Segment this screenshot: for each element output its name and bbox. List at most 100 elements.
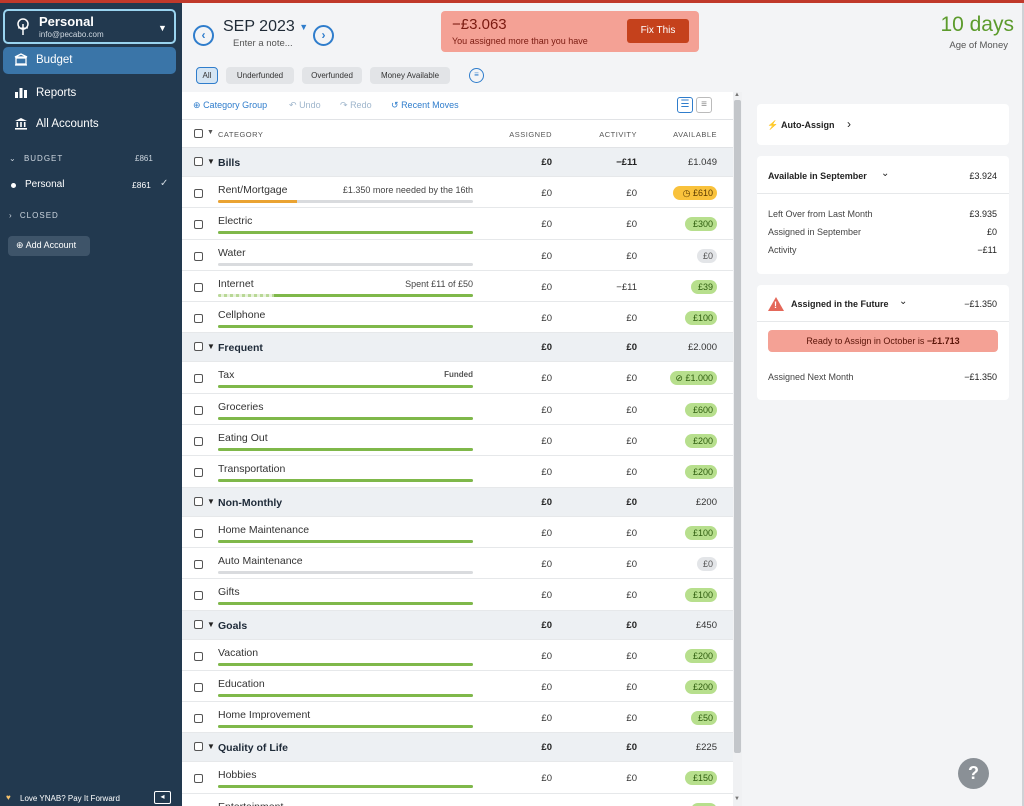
category-name[interactable]: Electric xyxy=(218,215,253,228)
undo-button[interactable]: ↶ Undo xyxy=(289,100,321,111)
assigned-amount[interactable]: £0 xyxy=(541,773,552,785)
available-badge[interactable]: £100 xyxy=(685,525,717,540)
category-name[interactable]: Cellphone xyxy=(218,309,266,322)
month-note-input[interactable]: Enter a note... xyxy=(233,38,293,49)
budget-section-toggle[interactable]: ⌄ BUDGET £861 xyxy=(9,154,153,163)
category-row[interactable]: Rent/Mortgage £1.350 more needed by the 1… xyxy=(182,177,733,209)
activity-amount[interactable]: £0 xyxy=(626,313,637,325)
category-checkbox[interactable] xyxy=(194,220,203,230)
available-badge[interactable]: £100 xyxy=(685,311,717,326)
assigned-amount[interactable]: £0 xyxy=(541,281,552,293)
group-checkbox[interactable] xyxy=(194,157,203,166)
category-name[interactable]: Vacation xyxy=(218,646,259,659)
category-name[interactable]: Education xyxy=(218,677,265,690)
category-group-row[interactable]: ▼ Non-Monthly £0 £0 £200 xyxy=(182,487,733,517)
category-row[interactable]: Home Improvement £0 £0 £50 xyxy=(182,702,733,734)
category-name[interactable]: Home Maintenance xyxy=(218,523,310,536)
assigned-amount[interactable]: £0 xyxy=(541,590,552,602)
assigned-amount[interactable]: £0 xyxy=(492,805,552,806)
group-name[interactable]: Goals xyxy=(218,619,248,632)
assigned-amount[interactable]: £0 xyxy=(541,713,552,725)
category-name[interactable]: Gifts xyxy=(218,586,240,599)
category-name[interactable]: Rent/Mortgage xyxy=(218,184,288,196)
month-selector[interactable]: SEP 2023 ▼ xyxy=(223,18,308,36)
previous-month-button[interactable]: ‹ xyxy=(193,25,214,46)
category-row[interactable]: Entertainment £0 £0 £75 xyxy=(182,794,733,806)
collapse-group-icon[interactable]: ▼ xyxy=(207,342,215,352)
add-category-group-button[interactable]: ⊕ Category Group xyxy=(193,100,267,111)
collapse-sidebar-icon[interactable]: ◂ xyxy=(154,791,171,804)
closed-section-toggle[interactable]: › CLOSED xyxy=(9,211,59,220)
category-checkbox[interactable] xyxy=(194,468,203,478)
available-badge[interactable]: £39 xyxy=(691,279,717,294)
category-name[interactable]: Home Improvement xyxy=(218,709,311,722)
category-checkbox[interactable] xyxy=(194,282,203,292)
group-checkbox[interactable] xyxy=(194,342,203,352)
collapse-group-icon[interactable]: ▼ xyxy=(207,157,215,166)
collapse-group-icon[interactable]: ▼ xyxy=(207,619,215,629)
activity-amount[interactable]: £0 xyxy=(626,188,637,199)
category-name[interactable]: Internet xyxy=(218,277,254,290)
category-row[interactable]: Cellphone £0 £0 £100 xyxy=(182,302,733,334)
activity-amount[interactable]: £0 xyxy=(626,404,637,416)
group-checkbox[interactable] xyxy=(194,742,203,752)
activity-amount[interactable]: £0 xyxy=(577,805,637,806)
category-row[interactable]: Hobbies £0 £0 £150 xyxy=(182,762,733,794)
category-checkbox[interactable] xyxy=(194,651,203,661)
activity-amount[interactable]: £0 xyxy=(626,373,637,385)
category-checkbox[interactable] xyxy=(194,528,203,538)
future-title[interactable]: Assigned in the Future xyxy=(791,299,889,309)
compact-view-icon[interactable]: ≡ xyxy=(696,97,712,113)
budget-switcher[interactable]: Personal info@pecabo.com ▼ xyxy=(3,9,176,44)
category-row[interactable]: Gifts £0 £0 £100 xyxy=(182,579,733,611)
assigned-amount[interactable]: £0 xyxy=(541,373,552,385)
collapse-group-icon[interactable]: ▼ xyxy=(207,496,215,506)
available-title[interactable]: Available in September xyxy=(768,171,867,181)
category-row[interactable]: Electric £0 £0 £300 xyxy=(182,208,733,240)
nav-budget[interactable]: Budget xyxy=(3,47,176,74)
group-name[interactable]: Frequent xyxy=(218,342,263,355)
activity-amount[interactable]: £0 xyxy=(626,681,637,693)
assigned-amount[interactable]: £0 xyxy=(541,681,552,693)
available-badge[interactable]: ⊘ £1.000 xyxy=(670,371,717,386)
category-row[interactable]: Transportation £0 £0 £200 xyxy=(182,456,733,488)
category-row[interactable]: Eating Out £0 £0 £200 xyxy=(182,425,733,457)
select-all-checkbox[interactable] xyxy=(194,129,203,138)
assigned-amount[interactable]: £0 xyxy=(541,188,552,199)
assigned-amount[interactable]: £0 xyxy=(541,467,552,479)
chevron-down-icon[interactable]: ⌄ xyxy=(899,296,908,307)
available-badge[interactable]: £150 xyxy=(685,771,717,786)
filter-money-available[interactable]: Money Available xyxy=(370,67,450,84)
expanded-view-icon[interactable]: ☰ xyxy=(677,97,693,113)
add-account-button[interactable]: ⊕ Add Account xyxy=(8,236,90,256)
category-checkbox[interactable] xyxy=(194,374,203,384)
group-checkbox[interactable] xyxy=(194,496,203,506)
activity-amount[interactable]: £0 xyxy=(626,219,637,231)
group-name[interactable]: Quality of Life xyxy=(218,742,289,755)
category-name[interactable]: Hobbies xyxy=(218,769,257,782)
group-name[interactable]: Bills xyxy=(218,157,241,169)
assigned-amount[interactable]: £0 xyxy=(541,558,552,570)
available-badge[interactable]: £50 xyxy=(691,711,717,726)
scroll-down-icon[interactable]: ▼ xyxy=(734,796,740,802)
nav-all-accounts[interactable]: All Accounts xyxy=(3,111,176,138)
category-checkbox[interactable] xyxy=(194,405,203,415)
assigned-amount[interactable]: £0 xyxy=(541,313,552,325)
redo-button[interactable]: ↷ Redo xyxy=(340,100,372,111)
available-badge[interactable]: £200 xyxy=(685,648,717,663)
category-name[interactable]: Water xyxy=(218,246,246,259)
category-checkbox[interactable] xyxy=(194,559,203,569)
assigned-amount[interactable]: £0 xyxy=(541,650,552,662)
help-button[interactable]: ? xyxy=(958,758,989,789)
available-badge[interactable]: ◷ £610 xyxy=(673,186,717,200)
category-name[interactable]: Transportation xyxy=(218,463,286,476)
pay-it-forward-link[interactable]: Love YNAB? Pay It Forward xyxy=(20,794,120,803)
available-badge[interactable]: £100 xyxy=(685,588,717,603)
activity-amount[interactable]: £0 xyxy=(626,650,637,662)
collapse-all-icon[interactable]: ▼ xyxy=(207,129,215,136)
category-row[interactable]: Tax Funded £0 £0 ⊘ £1.000 xyxy=(182,362,733,394)
activity-amount[interactable]: £0 xyxy=(626,467,637,479)
category-checkbox[interactable] xyxy=(194,314,203,324)
activity-amount[interactable]: £0 xyxy=(626,713,637,725)
filter-settings-icon[interactable]: ≡ xyxy=(469,68,484,83)
